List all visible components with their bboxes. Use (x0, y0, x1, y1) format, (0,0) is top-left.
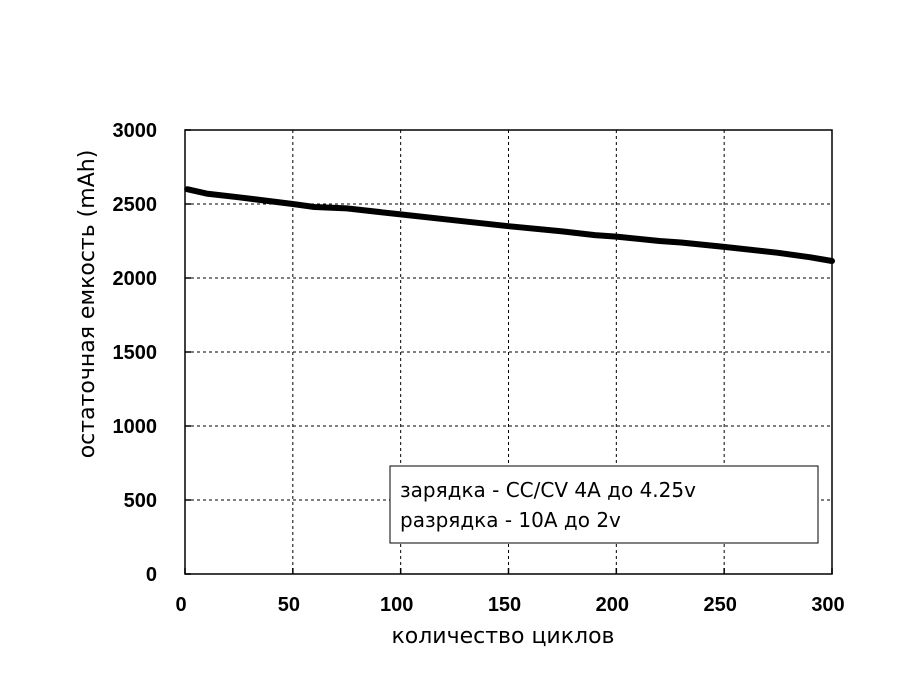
y-tick-label: 1000 (113, 416, 158, 438)
x-tick-label: 100 (380, 594, 413, 616)
annotation-box-frame (389, 465, 819, 544)
annotation-line: разрядка - 10A до 2v (400, 508, 621, 532)
y-tick-label: 1500 (113, 342, 158, 364)
annotation-line: зарядка - CC/CV 4A до 4.25v (400, 478, 696, 502)
y-tick-label: 0 (146, 564, 157, 586)
series-group (184, 186, 835, 264)
y-tick-labels: 0 500 1000 1500 2000 2500 3000 (113, 120, 158, 586)
x-tick-label: 50 (278, 594, 300, 616)
x-tick-label: 0 (175, 594, 186, 616)
ticks (184, 129, 833, 575)
annotation-box: зарядка - CC/CV 4A до 4.25v разрядка - 1… (389, 465, 819, 544)
y-tick-label: 2000 (113, 268, 158, 290)
x-tick-label: 300 (811, 594, 844, 616)
y-axis-label: остаточная емкость (mAh) (75, 150, 100, 459)
y-tick-label: 500 (124, 490, 157, 512)
x-tick-label: 200 (596, 594, 629, 616)
series-line (184, 186, 835, 264)
x-tick-labels: 0 50 100 150 200 250 300 (175, 594, 844, 616)
x-tick-label: 150 (488, 594, 521, 616)
x-tick-label: 250 (703, 594, 736, 616)
x-axis-label: количество циклов (391, 624, 614, 649)
y-tick-label: 3000 (113, 120, 158, 142)
y-tick-label: 2500 (113, 194, 158, 216)
